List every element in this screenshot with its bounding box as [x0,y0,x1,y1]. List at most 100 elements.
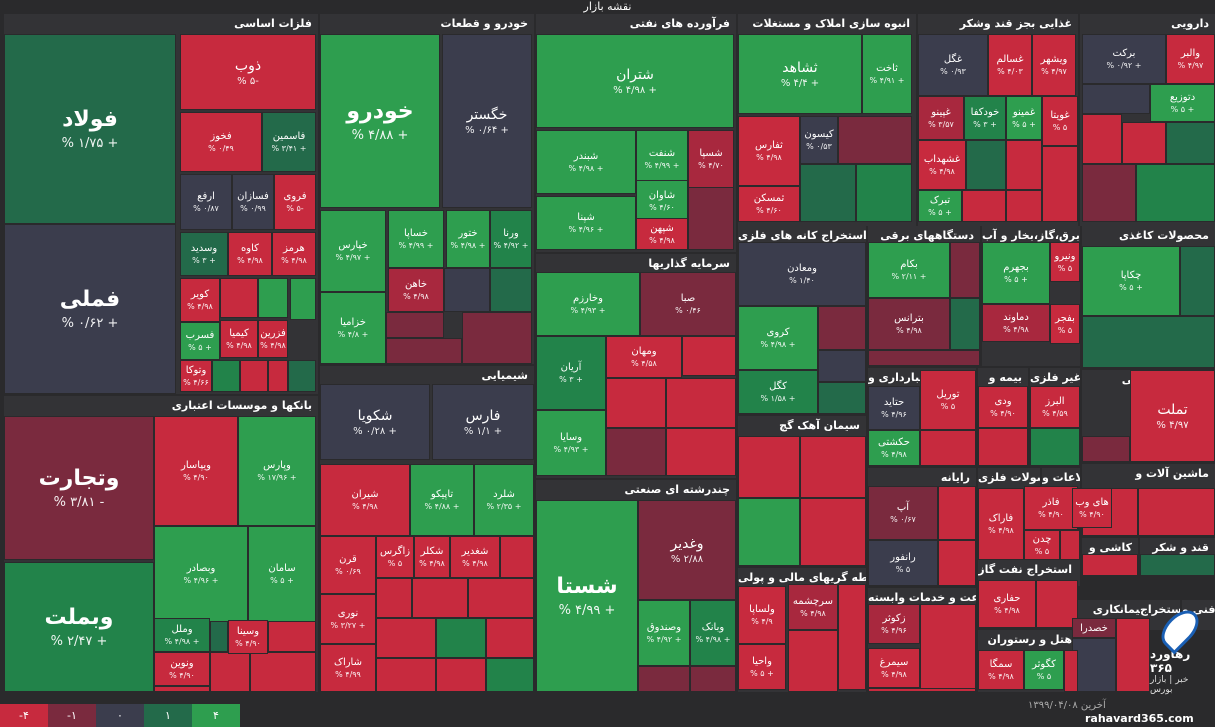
stock-tile[interactable]: کگل % ۱/۵۸ + [738,370,818,414]
stock-tile[interactable]: ثفارس % ۴/۹۸ [738,116,800,186]
stock-tile-small[interactable] [376,658,436,692]
stock-tile[interactable]: خاهن % ۴/۹۸ [388,268,444,312]
stock-tile[interactable]: شغدیر % ۴/۹۸ [450,536,500,578]
stock-tile-small[interactable] [666,428,736,476]
stock-tile-small[interactable] [962,190,1006,222]
stock-tile[interactable]: شستا % ۴/۹۹ + [536,500,638,692]
stock-tile[interactable]: خپارس % ۴/۹۷ + [320,210,386,292]
stock-tile-small[interactable] [500,536,534,578]
stock-tile[interactable]: هرمز % ۴/۹۸ [272,232,316,276]
stock-tile-small[interactable] [444,268,490,312]
stock-tile[interactable]: ثمسکن % ۴/۶۰ [738,186,800,222]
stock-tile-small[interactable] [1030,428,1080,466]
stock-tile[interactable]: والبر % ۴/۹۷ [1166,34,1215,84]
stock-tile-small[interactable] [606,378,666,428]
stock-tile-small[interactable] [950,242,980,298]
stock-tile-small[interactable] [1072,638,1116,692]
stock-tile-small[interactable] [868,350,980,366]
stock-tile[interactable]: وتوکا % ۴/۶۶ [180,360,212,392]
stock-tile-small[interactable] [386,312,444,338]
stock-tile[interactable]: برکت % ۰/۹۲ + [1082,34,1166,84]
stock-tile-small[interactable] [966,140,1006,190]
stock-tile-small[interactable] [290,278,316,320]
stock-tile[interactable]: فولاد % ۱/۷۵ + [4,34,176,224]
stock-tile[interactable]: تملت% ۴/۹۷ [1130,370,1215,462]
stock-tile-small[interactable] [1116,618,1150,692]
site-link[interactable]: rahavard365.com [1085,712,1194,725]
stock-tile-small[interactable] [666,378,736,428]
stock-tile-small[interactable] [856,164,912,222]
stock-tile-small[interactable] [386,338,462,364]
stock-tile-small[interactable] [1006,190,1042,222]
stock-tile-small[interactable] [1138,488,1215,536]
stock-tile-small[interactable] [920,430,976,466]
stock-tile[interactable]: شپنا % ۴/۹۶ + [536,196,636,250]
stock-tile-small[interactable] [1082,554,1138,576]
stock-tile-small[interactable] [818,350,866,382]
stock-tile[interactable]: وتجارت % ۳/۸۱ - [4,416,154,560]
stock-tile-small[interactable] [288,360,316,392]
stock-tile[interactable]: غپینو % ۳/۵۷ [918,96,964,140]
stock-tile-small[interactable] [978,428,1028,466]
stock-tile[interactable]: تاپیکو % ۴/۸۸ + [410,464,474,536]
stock-tile-small[interactable] [738,436,800,498]
stock-tile[interactable]: سمگا % ۴/۹۸ [978,650,1024,690]
stock-tile[interactable]: فملی % ۰/۶۲ + [4,224,176,394]
stock-tile-small[interactable] [1180,246,1215,316]
stock-tile[interactable]: شاراک % ۴/۹۹ [320,644,376,692]
stock-tile-small[interactable] [240,360,268,392]
stock-tile[interactable]: واحیا % ۵ + [738,644,786,690]
stock-tile-small[interactable] [800,498,866,566]
stock-tile-small[interactable] [838,584,866,690]
stock-tile[interactable]: دماوند % ۴/۹۸ [982,304,1050,342]
stock-tile-small[interactable] [1136,164,1215,222]
stock-tile[interactable]: ثشاهد% ۴/۴ + [738,34,862,114]
stock-tile-small[interactable] [154,686,210,692]
stock-tile-small[interactable] [950,298,980,350]
stock-tile-small[interactable] [258,278,288,318]
stock-tile[interactable]: غمینو % ۵ + [1006,96,1042,140]
stock-tile[interactable]: ویپاسار % ۴/۹۰ [154,416,238,526]
stock-tile-small[interactable] [800,436,866,498]
stock-tile[interactable]: خصدرا [1072,618,1116,638]
stock-tile-small[interactable] [1060,530,1080,560]
stock-tile[interactable]: خگستر% ۰/۶۴ + [442,34,532,208]
stock-tile-small[interactable] [1042,146,1078,222]
stock-tile[interactable]: شسپا % ۴/۷۰ [688,130,734,188]
stock-tile[interactable]: چدن % ۵ [1024,530,1060,560]
stock-tile-small[interactable] [1064,650,1078,692]
stock-tile[interactable]: وسایا % ۴/۹۳ + [536,410,606,476]
stock-tile-small[interactable] [462,312,532,364]
stock-tile-small[interactable] [800,164,856,222]
stock-tile-small[interactable] [1082,84,1150,114]
stock-tile[interactable]: وملل % ۴/۹۸ + [154,618,210,652]
stock-tile-small[interactable] [268,360,288,392]
stock-tile-small[interactable] [738,498,800,566]
stock-tile-small[interactable] [412,578,468,618]
stock-tile[interactable]: حتاید % ۴/۹۶ [868,386,920,430]
stock-tile[interactable]: خساپا % ۴/۹۹ + [388,210,444,268]
stock-tile[interactable]: وسینا % ۴/۹۰ [228,620,268,654]
stock-tile-small[interactable] [212,360,240,392]
stock-tile-small[interactable] [210,618,228,652]
stock-tile-small[interactable] [682,336,736,376]
stock-tile-small[interactable] [868,688,976,692]
stock-tile[interactable]: ورنا % ۴/۹۲ + [490,210,532,268]
stock-tile[interactable]: شتران% ۴/۹۸ + [536,34,734,128]
stock-tile[interactable]: ومعادن % ۱/۴۰ [738,242,866,306]
stock-tile[interactable]: خودکفا % ۳ + [964,96,1006,140]
stock-tile-small[interactable] [938,540,976,586]
stock-tile-small[interactable] [210,652,250,692]
stock-tile[interactable]: شنفت % ۴/۹۹ + [636,130,688,188]
stock-tile[interactable]: دتوزیع % ۵ + [1150,84,1215,122]
stock-tile[interactable]: کگوثر % ۵ [1024,650,1064,690]
stock-tile[interactable]: فاراک % ۴/۹۸ [978,488,1024,560]
stock-tile[interactable]: فسازان % ۰/۹۹ [232,174,274,230]
stock-tile[interactable]: ذوب% ۵- [180,34,316,110]
stock-tile[interactable]: فزرین % ۴/۹۸ [258,320,288,358]
stock-tile[interactable]: ثاخت % ۴/۹۱ + [862,34,912,114]
stock-tile-small[interactable] [486,658,534,692]
stock-tile[interactable]: خزامیا % ۴/۸ + [320,292,386,364]
stock-tile[interactable]: بکام % ۲/۱۱ + [868,242,950,298]
stock-tile[interactable]: شکویا% ۰/۲۸ + [320,384,430,460]
